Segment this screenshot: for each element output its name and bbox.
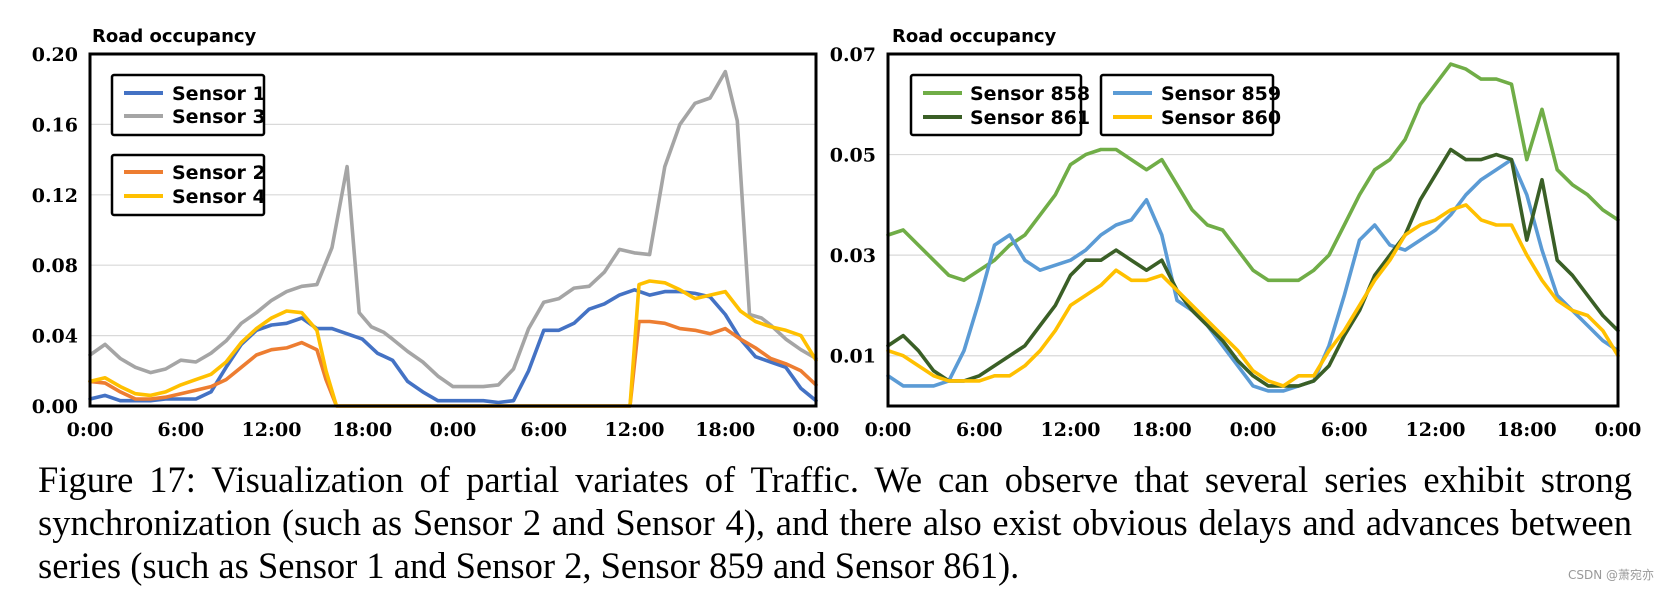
y-tick-label: 0.08	[32, 255, 78, 277]
left-y-ticks: 0.00 0.04 0.08 0.12 0.16 0.20	[32, 44, 78, 418]
x-tick-label: 0:00	[67, 419, 114, 441]
x-tick-label: 18:00	[1132, 419, 1192, 441]
series-line-sensor-3	[88, 69, 818, 389]
x-tick-label: 12:00	[242, 419, 302, 441]
x-tick-label: 12:00	[1406, 419, 1466, 441]
right-series-group	[886, 62, 1620, 393]
x-tick-label: 12:00	[605, 419, 665, 441]
x-tick-label: 0:00	[1595, 419, 1642, 441]
legend-label-sensor-4: Sensor 4	[172, 186, 266, 208]
right-legend-box-2: Sensor 859 Sensor 860	[1099, 73, 1281, 137]
legend-frame	[909, 73, 1083, 137]
series-line-sensor-1	[88, 287, 818, 405]
legend-label-sensor-858: Sensor 858	[970, 83, 1090, 105]
y-tick-label: 0.01	[830, 346, 876, 368]
left-legend-box-1: Sensor 1 Sensor 3	[110, 73, 266, 137]
watermark-text: CSDN @萧宛亦	[1567, 568, 1654, 582]
legend-label-sensor-3: Sensor 3	[172, 106, 266, 128]
left-plot-frame	[88, 52, 818, 408]
x-tick-label: 18:00	[332, 419, 392, 441]
x-tick-label: 6:00	[157, 419, 204, 441]
x-tick-label: 0:00	[865, 419, 912, 441]
x-tick-label: 18:00	[1497, 419, 1557, 441]
series-line-sensor-860	[886, 203, 1620, 388]
x-tick-label: 6:00	[1321, 419, 1368, 441]
y-tick-label: 0.07	[830, 44, 876, 66]
y-tick-label: 0.05	[830, 145, 876, 167]
legend-label-sensor-861: Sensor 861	[970, 107, 1090, 129]
x-tick-label: 0:00	[430, 419, 477, 441]
right-legend-box-1: Sensor 858 Sensor 861	[909, 73, 1090, 137]
y-tick-label: 0.00	[32, 396, 78, 418]
series-line-sensor-861	[886, 147, 1620, 388]
right-y-ticks: 0.01 0.03 0.05 0.07	[830, 44, 876, 368]
y-tick-label: 0.16	[32, 114, 78, 136]
legend-label-sensor-2: Sensor 2	[172, 162, 266, 184]
y-tick-label: 0.20	[32, 44, 78, 66]
legend-label-sensor-859: Sensor 859	[1161, 83, 1281, 105]
series-line-sensor-2	[88, 319, 818, 408]
y-tick-label: 0.12	[32, 185, 78, 207]
series-line-sensor-859	[886, 157, 1620, 393]
left-x-ticks: 0:00 6:00 12:00 18:00 0:00 6:00 12:00 18:00 0:00	[67, 419, 840, 441]
y-tick-label: 0.04	[32, 326, 78, 348]
left-legend-box-2: Sensor 2 Sensor 4	[110, 153, 266, 217]
legend-label-sensor-1: Sensor 1	[172, 83, 266, 105]
right-plot-frame	[886, 52, 1620, 408]
y-tick-label: 0.03	[830, 245, 876, 267]
x-tick-label: 12:00	[1041, 419, 1101, 441]
x-tick-label: 0:00	[793, 419, 840, 441]
right-x-ticks: 0:00 6:00 12:00 18:00 0:00 6:00 12:00 18:00 0:00	[865, 419, 1642, 441]
x-tick-label: 0:00	[1230, 419, 1277, 441]
x-tick-label: 6:00	[956, 419, 1003, 441]
legend-frame	[1099, 73, 1275, 137]
series-line-sensor-858	[886, 62, 1620, 283]
x-tick-label: 6:00	[520, 419, 567, 441]
x-tick-label: 18:00	[695, 419, 755, 441]
left-series-group	[88, 69, 818, 408]
legend-frame	[110, 73, 266, 137]
series-line-sensor-4	[88, 279, 818, 408]
left-chart-panel: Road occupancy 0.000.040.080.120.160.20 …	[32, 26, 840, 441]
figure-caption: Figure 17: Visualization of partial vari…	[38, 459, 1632, 586]
legend-label-sensor-860: Sensor 860	[1161, 107, 1281, 129]
right-chart-panel: Road occupancy 0.01 0.03 0.05 0.07 0:00 6:00…	[830, 26, 1642, 441]
left-y-axis-label: Road occupancy	[92, 26, 257, 47]
right-y-axis-label: Road occupancy	[892, 26, 1057, 47]
